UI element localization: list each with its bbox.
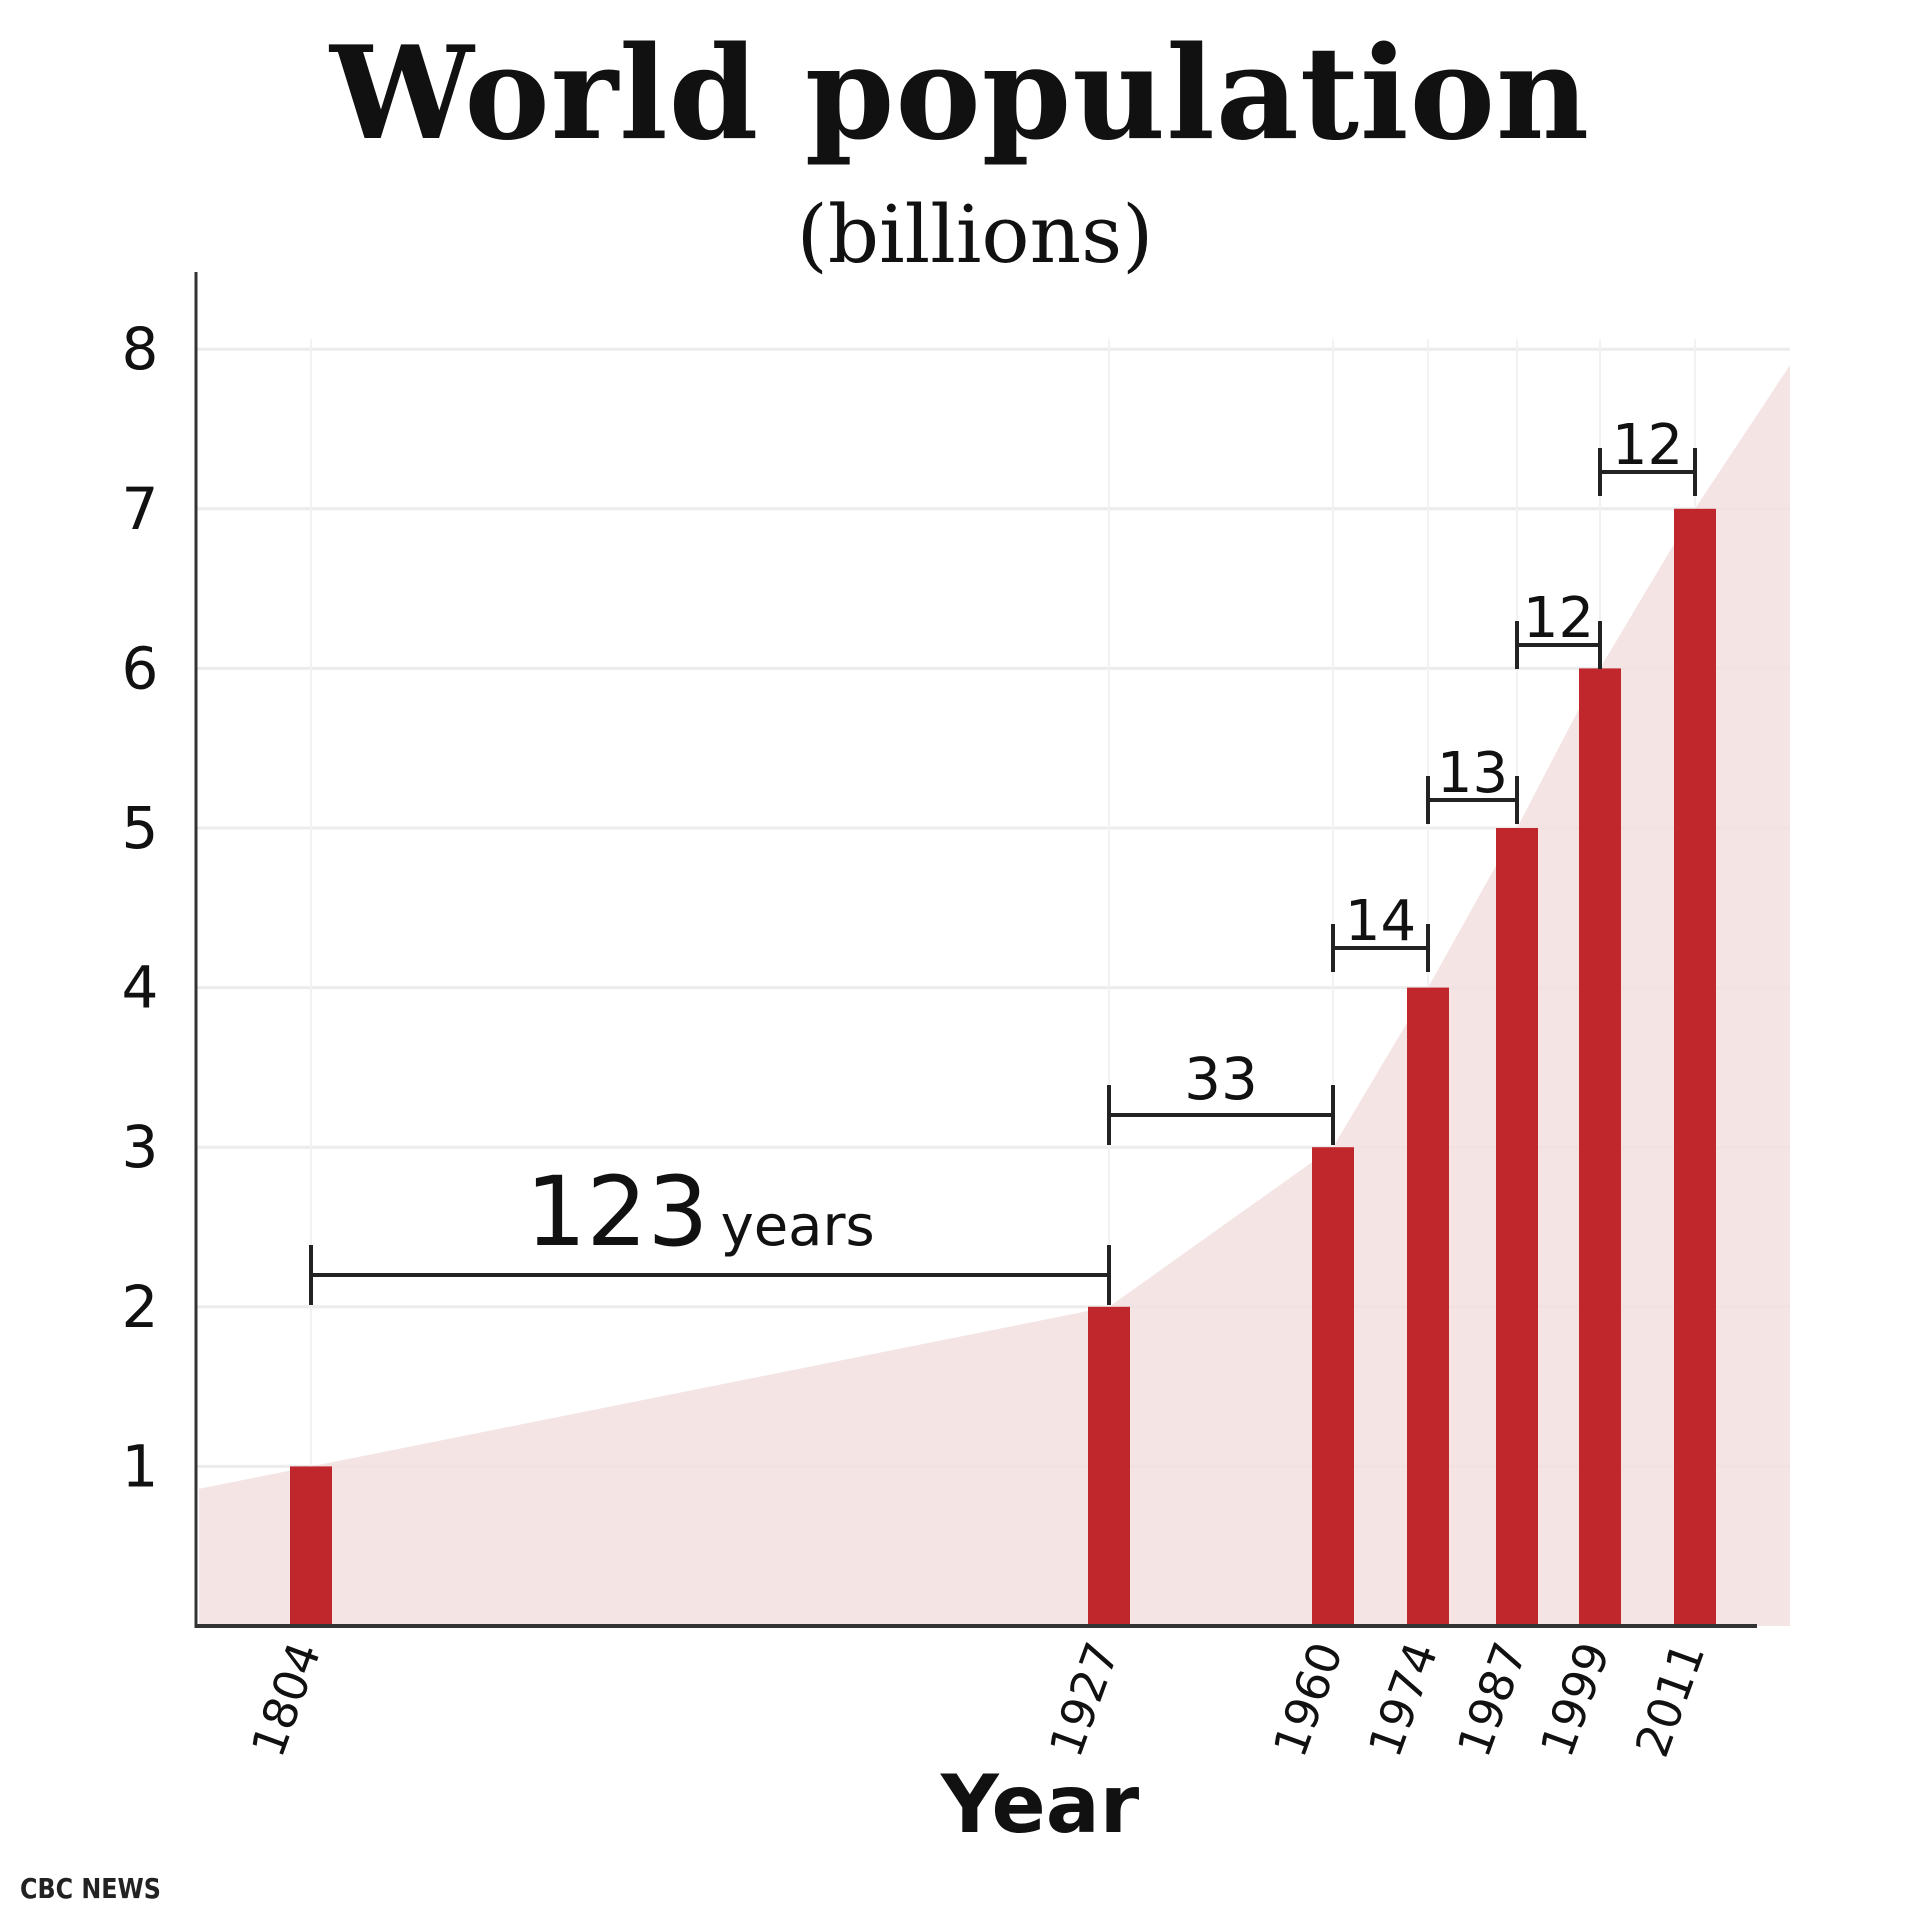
annotation-label-1987-1999: 12	[1523, 586, 1594, 651]
x-axis-label: Year	[940, 1758, 1140, 1851]
chart-title: World population	[330, 19, 1590, 169]
y-tick-5: 5	[122, 794, 159, 862]
y-tick-8: 8	[122, 315, 159, 383]
y-tick-7: 7	[122, 475, 159, 543]
bar-1974	[1407, 987, 1449, 1626]
bar-1804	[290, 1466, 332, 1626]
annotation-label-1999-2011: 12	[1612, 413, 1683, 478]
x-tick-2011: 2011	[1625, 1635, 1716, 1763]
y-tick-2: 2	[122, 1273, 159, 1341]
growth-area	[199, 365, 1790, 1626]
x-tick-1974: 1974	[1358, 1635, 1449, 1763]
bar-1927	[1088, 1306, 1130, 1626]
bar-1960	[1312, 1147, 1354, 1626]
x-tick-1804: 1804	[241, 1635, 332, 1763]
y-tick-6: 6	[122, 634, 159, 702]
chart-subtitle: (billions)	[796, 188, 1154, 281]
annotation-label-1960-1974: 14	[1345, 889, 1416, 954]
y-tick-4: 4	[122, 954, 159, 1022]
x-tick-1960: 1960	[1263, 1635, 1354, 1763]
annotation-label-1804-1927: 123 years	[525, 1156, 874, 1268]
bar-2011	[1674, 508, 1716, 1626]
y-tick-labels: 1 2 3 4 5 6 7 8	[122, 315, 159, 1500]
source-credit: CBC NEWS	[20, 1872, 161, 1905]
y-tick-3: 3	[122, 1113, 159, 1181]
axes	[194, 272, 1757, 1628]
x-tick-1987: 1987	[1447, 1635, 1538, 1763]
y-tick-1: 1	[122, 1432, 159, 1500]
bar-1999	[1579, 668, 1621, 1626]
x-tick-1999: 1999	[1530, 1635, 1621, 1763]
bars	[290, 508, 1716, 1626]
annotation-label-1927-1960: 33	[1184, 1045, 1258, 1113]
x-tick-1927: 1927	[1039, 1635, 1130, 1763]
interval-annotations: 123 years 33 14 13 12 12	[309, 413, 1697, 1305]
bar-1987	[1496, 828, 1538, 1626]
annotation-label-1974-1987: 13	[1437, 741, 1508, 806]
